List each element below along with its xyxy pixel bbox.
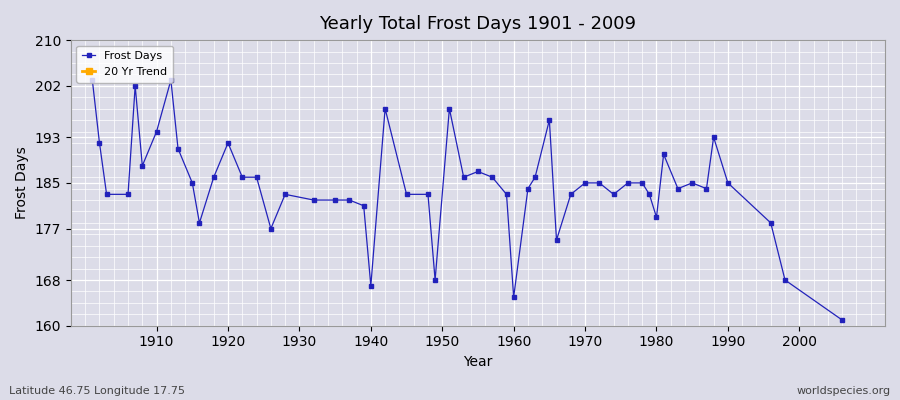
Frost Days: [623, 180, 634, 185]
Text: Latitude 46.75 Longitude 17.75: Latitude 46.75 Longitude 17.75: [9, 386, 185, 396]
Frost Days: [687, 180, 698, 185]
Frost Days: [501, 192, 512, 197]
Frost Days: [87, 78, 98, 82]
Frost Days: [251, 175, 262, 180]
Legend: Frost Days, 20 Yr Trend: Frost Days, 20 Yr Trend: [76, 46, 173, 82]
X-axis label: Year: Year: [464, 355, 492, 369]
Frost Days: [837, 318, 848, 322]
Frost Days: [508, 295, 519, 300]
Y-axis label: Frost Days: Frost Days: [15, 146, 29, 219]
Frost Days: [530, 175, 541, 180]
Title: Yearly Total Frost Days 1901 - 2009: Yearly Total Frost Days 1901 - 2009: [320, 15, 636, 33]
Text: worldspecies.org: worldspecies.org: [796, 386, 891, 396]
Line: Frost Days: Frost Days: [91, 78, 844, 322]
